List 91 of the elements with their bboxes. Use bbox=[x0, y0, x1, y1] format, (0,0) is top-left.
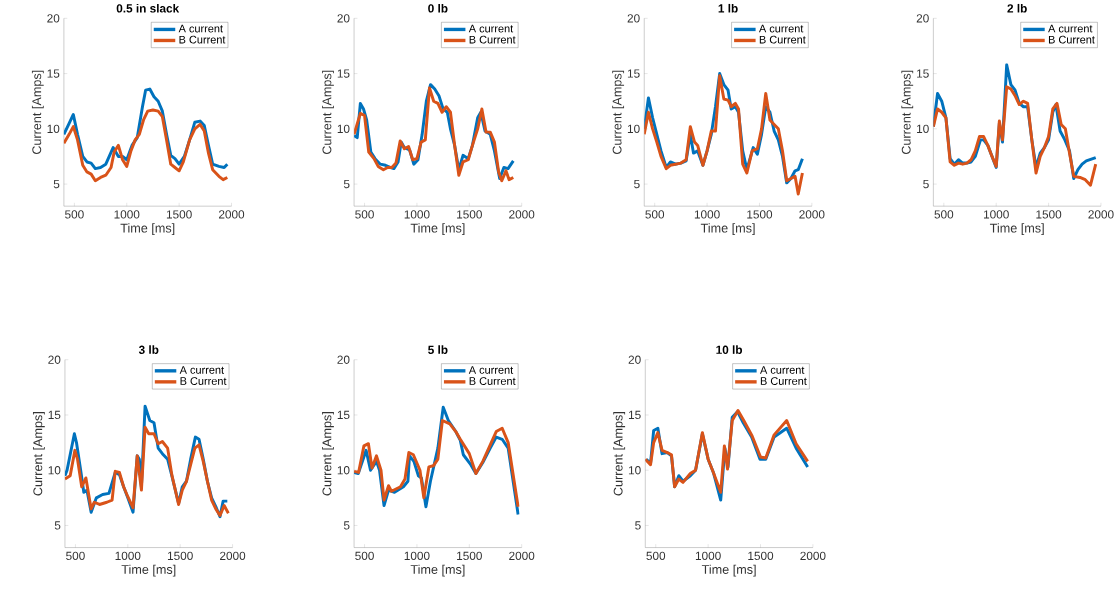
y-tick-label: 10 bbox=[628, 465, 641, 475]
y-axis-title: Current [Amps] bbox=[612, 70, 625, 154]
chart-title: 2 lb bbox=[1007, 3, 1027, 13]
legend-label: A current bbox=[1048, 24, 1093, 33]
legend-label: B Current bbox=[179, 35, 226, 44]
y-tick-label: 20 bbox=[627, 13, 640, 23]
x-tick-label: 2000 bbox=[800, 551, 826, 560]
y-axis-title: Current [Amps] bbox=[32, 411, 45, 496]
legend-label: A current bbox=[468, 365, 514, 374]
x-axis-title: Time [ms] bbox=[120, 223, 175, 235]
x-tick-label: 500 bbox=[65, 210, 84, 219]
y-tick-label: 15 bbox=[337, 410, 350, 419]
y-axis-title: Current [Amps] bbox=[901, 70, 914, 154]
y-tick-label: 5 bbox=[53, 179, 60, 188]
y-axis-title: Current [Amps] bbox=[613, 411, 626, 496]
y-tick-label: 5 bbox=[343, 179, 350, 188]
x-tick-label: 500 bbox=[645, 210, 665, 219]
x-tick-label: 1500 bbox=[457, 210, 482, 219]
y-tick-label: 20 bbox=[337, 355, 350, 364]
chart-title: 0.5 in slack bbox=[116, 3, 180, 13]
y-tick-label: 10 bbox=[337, 124, 350, 133]
legend-label: A current bbox=[179, 365, 224, 374]
x-tick-label: 1500 bbox=[747, 210, 773, 219]
x-tick-label: 1000 bbox=[115, 551, 141, 560]
x-tick-label: 1500 bbox=[748, 551, 774, 560]
y-tick-label: 20 bbox=[47, 13, 60, 23]
x-tick-label: 1000 bbox=[694, 210, 720, 219]
y-tick-label: 10 bbox=[627, 124, 640, 133]
x-tick-label: 2000 bbox=[509, 210, 535, 219]
y-tick-label: 5 bbox=[54, 521, 61, 530]
chart-title: 10 lb bbox=[716, 345, 743, 354]
x-tick-label: 1000 bbox=[404, 551, 430, 560]
y-tick-label: 15 bbox=[337, 69, 350, 78]
y-tick-label: 10 bbox=[917, 124, 929, 133]
x-tick-label: 500 bbox=[934, 210, 954, 219]
x-tick-label: 500 bbox=[355, 551, 374, 560]
x-tick-label: 1500 bbox=[166, 210, 192, 219]
legend-label: B Current bbox=[469, 35, 516, 44]
y-tick-label: 15 bbox=[917, 69, 929, 78]
legend-label: B Current bbox=[180, 376, 227, 385]
legend-label: B Current bbox=[469, 376, 516, 385]
chart-title: 5 lb bbox=[428, 345, 448, 354]
y-tick-label: 10 bbox=[48, 465, 61, 475]
y-tick-label: 5 bbox=[923, 179, 929, 188]
x-axis-title: Time [ms] bbox=[121, 564, 176, 577]
y-tick-label: 15 bbox=[627, 69, 640, 78]
chart-title: 3 lb bbox=[138, 345, 159, 354]
y-tick-label: 15 bbox=[48, 410, 61, 419]
legend-label: A current bbox=[468, 24, 514, 33]
y-tick-label: 5 bbox=[634, 179, 640, 188]
chart-title: 0 lb bbox=[428, 3, 448, 13]
legend-label: B Current bbox=[759, 35, 806, 44]
x-tick-label: 1000 bbox=[695, 551, 721, 560]
legend-label: A current bbox=[178, 24, 223, 33]
x-axis-title: Time [ms] bbox=[989, 223, 1044, 235]
legend-label: B Current bbox=[760, 376, 807, 385]
chart-title: 1 lb bbox=[718, 3, 738, 13]
legend-label: A current bbox=[758, 24, 804, 33]
x-tick-label: 1000 bbox=[114, 210, 140, 219]
legend-label: A current bbox=[760, 365, 805, 374]
y-tick-label: 20 bbox=[916, 13, 929, 23]
x-tick-label: 1000 bbox=[983, 210, 1009, 219]
x-tick-label: 1500 bbox=[457, 551, 482, 560]
y-tick-label: 20 bbox=[48, 355, 61, 364]
x-tick-label: 1000 bbox=[404, 210, 430, 219]
y-tick-label: 5 bbox=[635, 521, 641, 530]
y-tick-label: 20 bbox=[628, 355, 641, 364]
y-axis-title: Current [Amps] bbox=[31, 70, 44, 154]
y-tick-label: 5 bbox=[343, 521, 350, 530]
y-tick-label: 15 bbox=[628, 410, 641, 419]
x-axis-title: Time [ms] bbox=[701, 564, 756, 577]
x-tick-label: 2000 bbox=[509, 551, 535, 560]
y-tick-label: 15 bbox=[47, 69, 60, 78]
x-tick-label: 2000 bbox=[220, 551, 246, 560]
x-tick-label: 500 bbox=[355, 210, 374, 219]
x-axis-title: Time [ms] bbox=[410, 223, 465, 235]
x-axis-title: Time [ms] bbox=[700, 223, 755, 235]
x-tick-label: 2000 bbox=[218, 210, 245, 219]
x-tick-label: 1500 bbox=[1036, 210, 1062, 219]
y-axis-title: Current [Amps] bbox=[322, 411, 334, 496]
x-tick-label: 2000 bbox=[799, 210, 825, 219]
x-axis-title: Time [ms] bbox=[410, 564, 465, 577]
y-tick-label: 10 bbox=[337, 465, 350, 475]
y-tick-label: 10 bbox=[47, 124, 60, 133]
x-tick-label: 500 bbox=[646, 551, 666, 560]
x-tick-label: 1500 bbox=[167, 551, 193, 560]
x-tick-label: 2000 bbox=[1088, 210, 1114, 219]
y-tick-label: 20 bbox=[337, 13, 350, 23]
y-axis-title: Current [Amps] bbox=[322, 70, 334, 154]
legend-label: B Current bbox=[1048, 35, 1095, 44]
x-tick-label: 500 bbox=[66, 551, 85, 560]
